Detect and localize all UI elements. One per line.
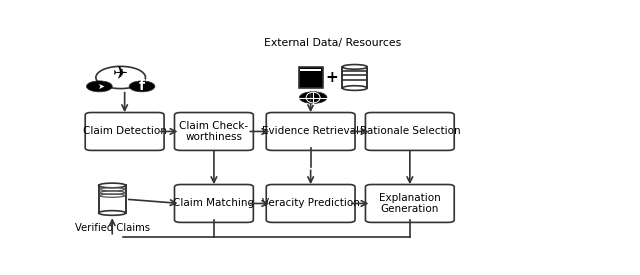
Text: Rationale Selection: Rationale Selection xyxy=(360,126,460,136)
Text: Explanation
Generation: Explanation Generation xyxy=(379,193,441,214)
FancyBboxPatch shape xyxy=(300,68,321,71)
Circle shape xyxy=(129,81,155,92)
Text: Verified Claims: Verified Claims xyxy=(75,222,150,233)
FancyBboxPatch shape xyxy=(299,67,323,88)
Circle shape xyxy=(300,92,327,103)
Text: Veracity Prediction: Veracity Prediction xyxy=(262,199,360,208)
Ellipse shape xyxy=(99,183,126,188)
Text: ➤: ➤ xyxy=(97,82,104,91)
Circle shape xyxy=(86,81,112,92)
Text: f: f xyxy=(139,79,145,93)
FancyBboxPatch shape xyxy=(266,112,355,150)
FancyBboxPatch shape xyxy=(175,112,253,150)
Text: Claim Check-
worthiness: Claim Check- worthiness xyxy=(179,121,248,142)
Text: +: + xyxy=(325,70,338,85)
FancyBboxPatch shape xyxy=(99,185,126,213)
Text: Evidence Retrieval: Evidence Retrieval xyxy=(262,126,359,136)
FancyBboxPatch shape xyxy=(266,185,355,222)
FancyBboxPatch shape xyxy=(85,112,164,150)
Text: ✈: ✈ xyxy=(113,65,128,83)
Text: External Data/ Resources: External Data/ Resources xyxy=(264,38,401,48)
Ellipse shape xyxy=(96,66,145,89)
FancyBboxPatch shape xyxy=(365,185,454,222)
Ellipse shape xyxy=(342,65,367,69)
Text: Claim Detection: Claim Detection xyxy=(83,126,166,136)
Ellipse shape xyxy=(342,86,367,90)
FancyBboxPatch shape xyxy=(365,112,454,150)
FancyBboxPatch shape xyxy=(175,185,253,222)
Ellipse shape xyxy=(99,211,126,215)
FancyBboxPatch shape xyxy=(342,67,367,88)
Text: Claim Matching: Claim Matching xyxy=(173,199,255,208)
